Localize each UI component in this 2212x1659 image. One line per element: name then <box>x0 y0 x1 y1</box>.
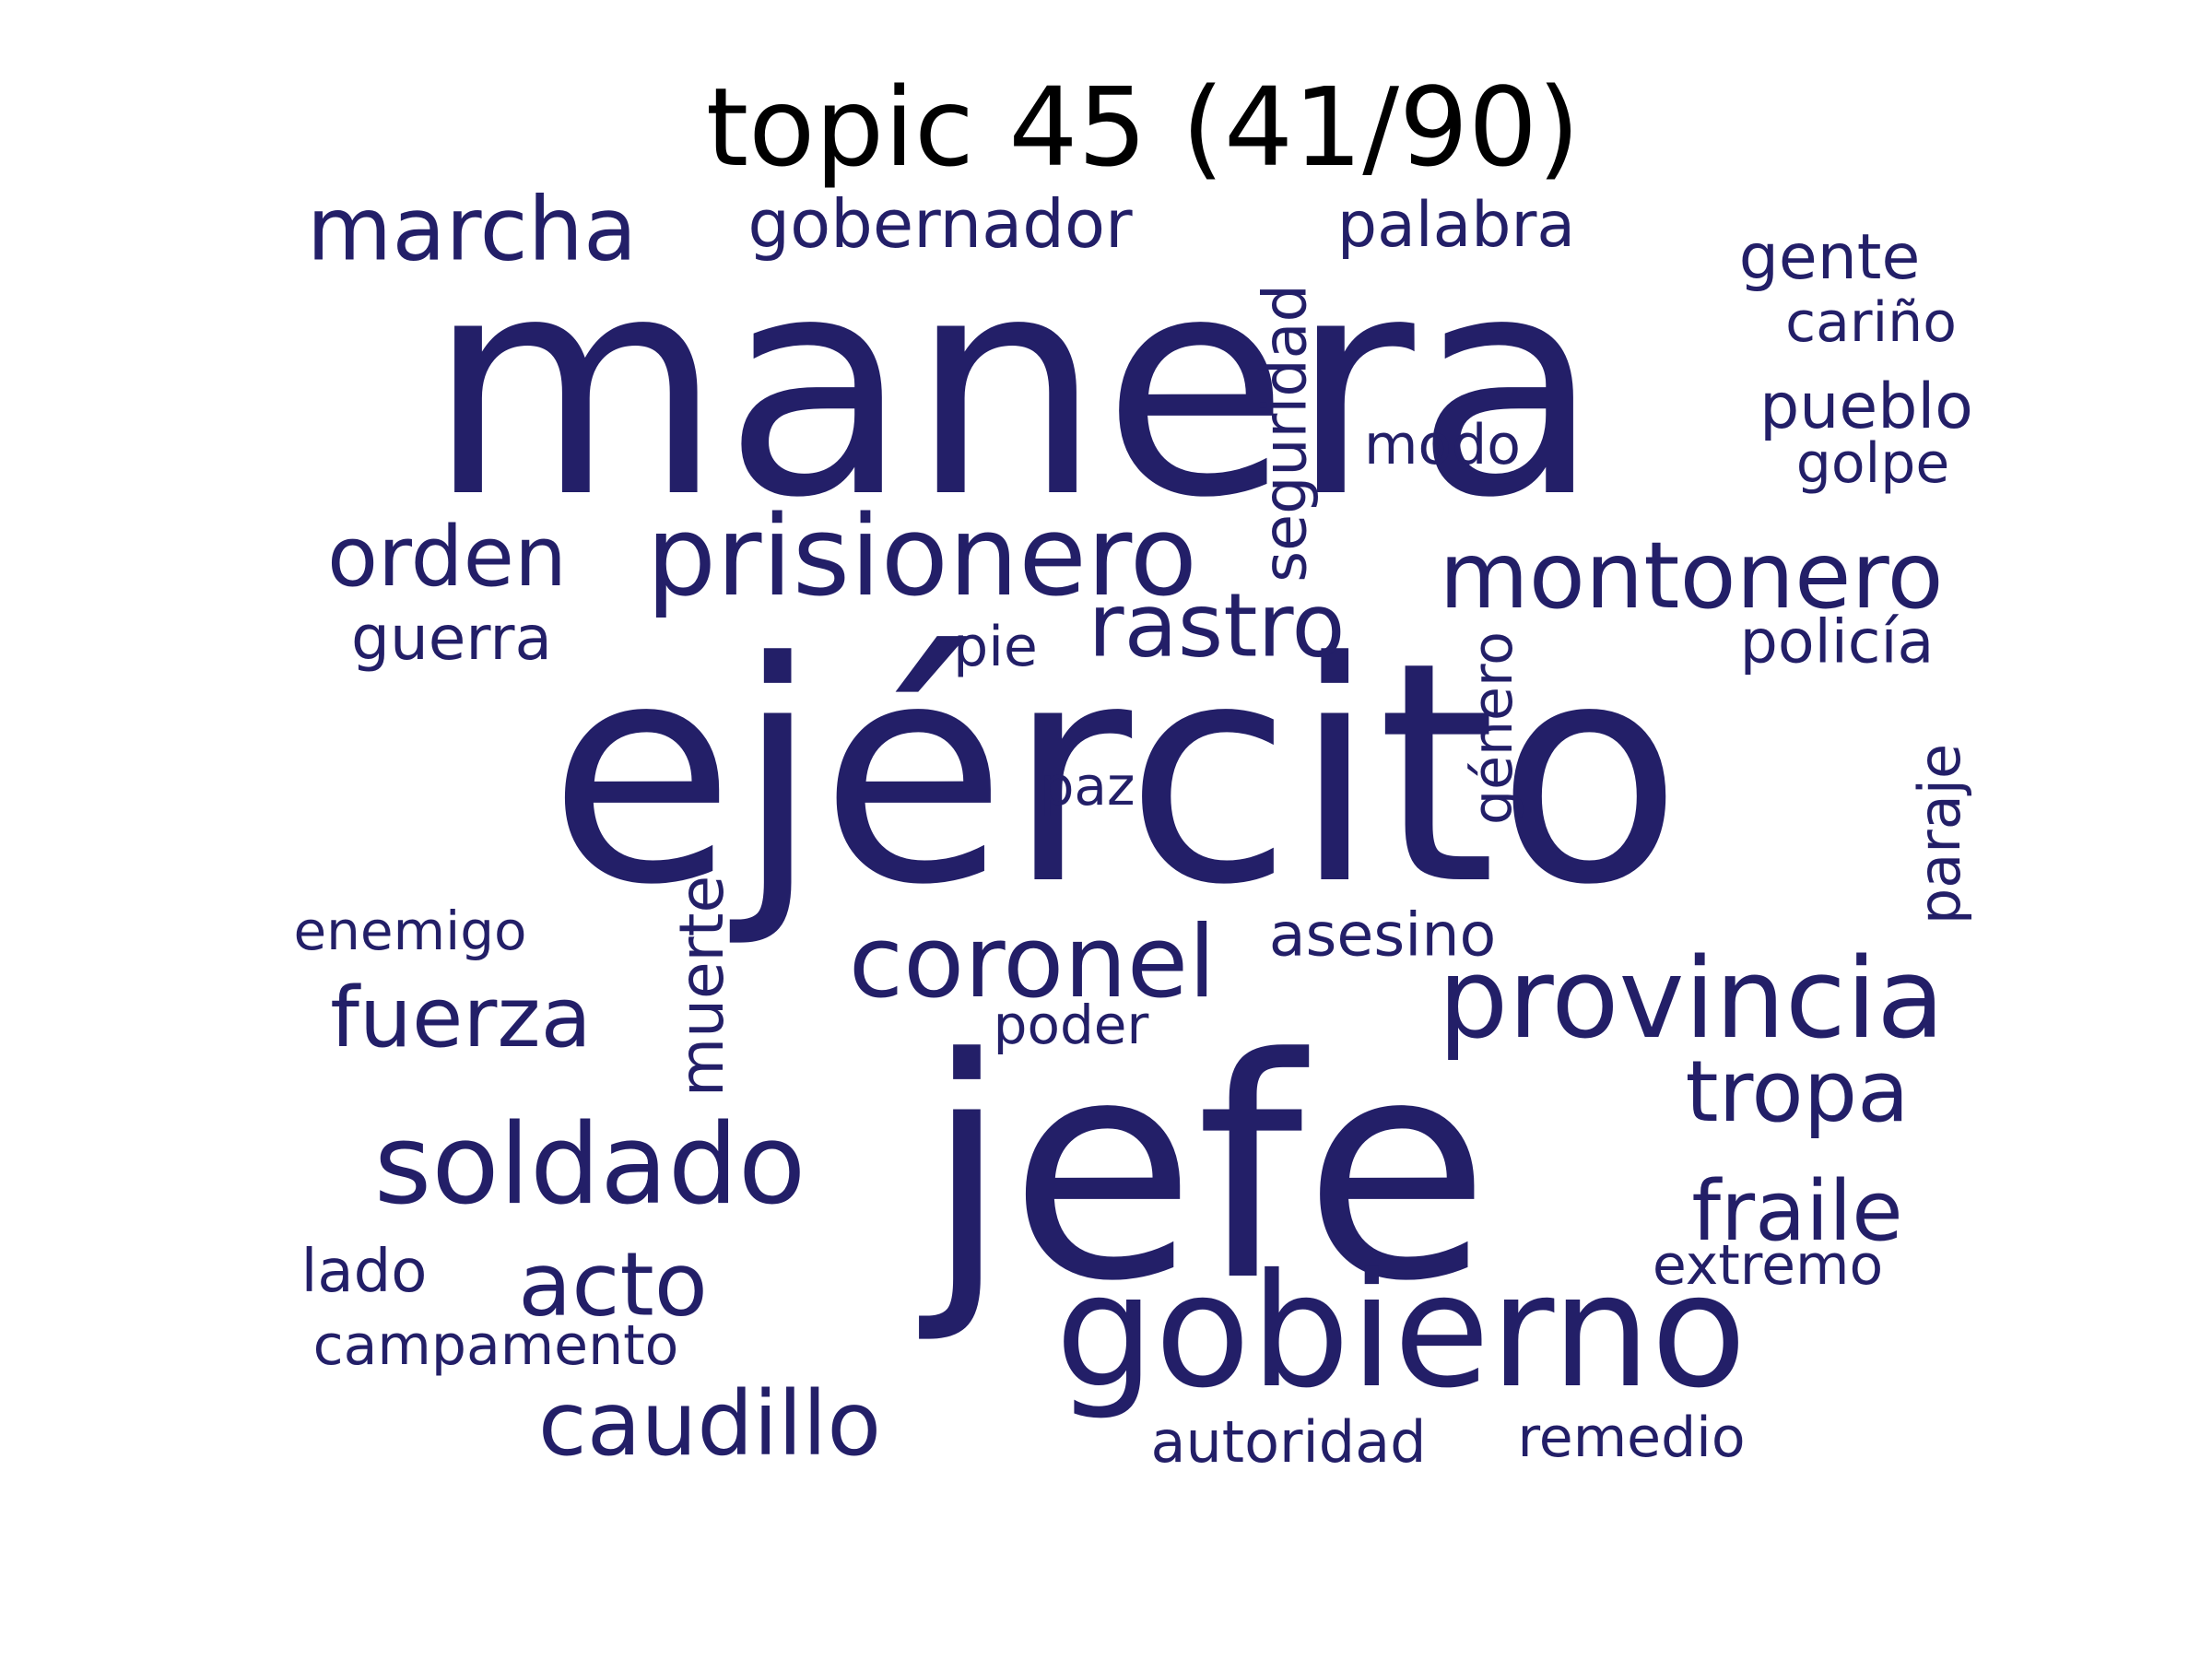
word-31: pie <box>953 615 1038 679</box>
word-0: manera <box>427 210 1601 564</box>
word-25: muerte <box>666 875 737 1098</box>
word-35: lado <box>300 1238 428 1306</box>
word-6: montonero <box>1439 522 1944 629</box>
word-4: provincia <box>1438 935 1945 1064</box>
word-5: prisionero <box>645 493 1198 621</box>
word-21: seguridad <box>1251 284 1321 582</box>
word-26: paraje <box>1906 743 1973 925</box>
word-14: fraile <box>1691 1163 1903 1260</box>
word-38: autoridad <box>1150 1408 1427 1476</box>
word-20: pueblo <box>1759 371 1973 443</box>
word-11: acto <box>518 1234 708 1336</box>
word-13: tropa <box>1685 1042 1910 1141</box>
word-23: policía <box>1739 607 1935 677</box>
word-22: asesino <box>1268 900 1497 971</box>
word-36: campamento <box>312 1313 679 1378</box>
word-3: gobierno <box>1054 1241 1747 1423</box>
word-2: jefe <box>924 994 1490 1347</box>
word-37: extremo <box>1652 1233 1884 1298</box>
word-15: fuerza <box>330 970 592 1066</box>
word-8: coronel <box>848 905 1217 1020</box>
word-1: ejército <box>547 597 1683 951</box>
word-12: rastro <box>1088 575 1346 677</box>
word-24: guerra <box>351 603 552 674</box>
word-9: caudillo <box>537 1372 882 1476</box>
word-27: género <box>1461 631 1525 825</box>
word-28: golpe <box>1795 431 1950 496</box>
word-34: poder <box>993 994 1149 1056</box>
cloud-title: topic 45 (41/90) <box>705 64 1581 191</box>
word-39: remedio <box>1517 1406 1746 1470</box>
word-17: gobernador <box>747 185 1133 263</box>
word-19: gente <box>1738 221 1921 294</box>
word-30: modo <box>1364 413 1521 477</box>
word-16: orden <box>326 509 568 606</box>
word-18: palabra <box>1336 189 1576 262</box>
word-32: paz <box>1040 755 1135 818</box>
word-7: soldado <box>373 1101 806 1230</box>
word-33: enemigo <box>293 900 527 962</box>
word-10: marcha <box>306 179 638 281</box>
word-29: cariño <box>1785 290 1957 355</box>
